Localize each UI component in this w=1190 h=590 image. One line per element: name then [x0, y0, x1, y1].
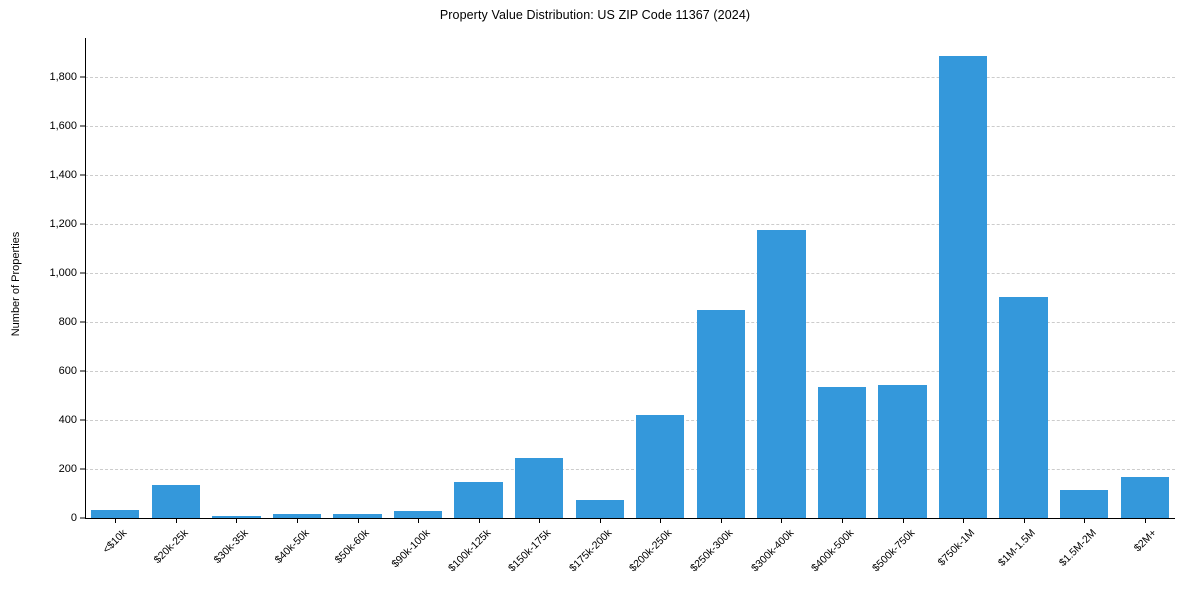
x-axis-tick-mark — [1084, 518, 1086, 523]
bar — [514, 458, 564, 518]
x-axis-tick-label: <$10k — [100, 527, 130, 556]
bar — [878, 384, 927, 518]
x-axis-tick-mark — [841, 518, 843, 523]
x-axis-tick-mark — [236, 518, 238, 523]
bar — [817, 387, 867, 518]
gridline — [85, 126, 1175, 128]
bar — [696, 310, 746, 518]
x-axis-line — [85, 518, 1175, 519]
x-axis-tick-label: $20k-25k — [151, 527, 191, 567]
x-axis-tick-mark — [357, 518, 359, 523]
x-axis-tick-label: $750k-1M — [936, 527, 978, 569]
x-axis-tick-label: $200k-250k — [627, 527, 675, 575]
gridline — [85, 77, 1175, 79]
x-axis-tick-mark — [902, 518, 904, 523]
x-axis-tick-mark — [660, 518, 662, 523]
y-axis-tick-mark — [80, 223, 85, 225]
y-axis-tick-mark — [80, 419, 85, 421]
bar — [272, 513, 322, 518]
bar — [999, 297, 1048, 518]
x-axis-tick-mark — [781, 518, 783, 523]
x-axis-tick-label: $50k-60k — [332, 527, 372, 567]
y-axis-tick-mark — [80, 321, 85, 323]
bar — [212, 516, 261, 518]
y-axis-tick-label: 200 — [58, 463, 77, 476]
y-axis-line — [85, 38, 86, 519]
x-axis-tick-mark — [963, 518, 965, 523]
y-axis-tick-label: 1,600 — [49, 120, 77, 133]
y-axis-tick-mark — [80, 125, 85, 127]
gridline — [85, 224, 1175, 226]
bar — [333, 514, 382, 518]
x-axis-tick-label: $150k-175k — [506, 527, 554, 575]
x-axis-tick-label: $30k-35k — [211, 527, 251, 567]
x-axis-tick-label: $40k-50k — [272, 527, 312, 567]
y-axis-tick-mark — [80, 517, 85, 519]
y-axis-tick-label: 1,200 — [49, 218, 77, 231]
x-axis-tick-mark — [720, 518, 722, 523]
x-axis-tick-label: $300k-400k — [748, 527, 796, 575]
x-axis-tick-label: $175k-200k — [566, 527, 615, 575]
y-axis-tick-label: 600 — [58, 365, 77, 378]
x-axis-tick-label: $1.5M-2M — [1056, 527, 1099, 569]
x-axis-tick-mark — [418, 518, 420, 523]
y-axis-tick-mark — [80, 468, 85, 470]
y-axis-tick-label: 800 — [58, 316, 77, 329]
bar — [151, 484, 201, 518]
x-axis-tick-mark — [1144, 518, 1146, 523]
x-axis-tick-mark — [599, 518, 601, 523]
y-axis-tick-label: 0 — [70, 512, 77, 524]
bar — [1120, 477, 1169, 518]
y-axis-tick-labels: 0 200 400 600 800 1,000 1,200 1,400 1,600 1,800 — [0, 0, 77, 590]
x-axis-tick-label: $400k-500k — [809, 527, 857, 575]
y-axis-tick-label: 1,000 — [49, 267, 77, 280]
bar — [636, 415, 685, 518]
x-axis-tick-label: $1M-1.5M — [996, 527, 1039, 569]
y-axis-tick-label: 1,400 — [49, 169, 77, 182]
x-axis-tick-mark — [539, 518, 541, 523]
x-axis-tick-mark — [175, 518, 177, 523]
y-axis-tick-label: 400 — [58, 414, 77, 427]
bar — [91, 509, 140, 518]
plot-area — [85, 38, 1175, 518]
chart-title: Property Value Distribution: US ZIP Code… — [439, 8, 751, 22]
y-axis-tick-mark — [80, 174, 85, 176]
y-axis-tick-mark — [80, 272, 85, 274]
x-axis-tick-label: $2M+ — [1131, 527, 1160, 555]
x-axis-tick-mark — [1023, 518, 1025, 523]
x-axis-tick-label: $250k-300k — [688, 527, 736, 575]
y-axis-tick-mark — [80, 76, 85, 78]
gridline — [85, 273, 1175, 275]
x-axis-tick-label: $500k-750k — [869, 527, 917, 575]
x-axis-tick-label: $100k-125k — [445, 527, 494, 575]
x-axis-tick-mark — [115, 518, 117, 523]
x-axis-tick-mark — [478, 518, 480, 523]
bar — [757, 229, 806, 518]
bar — [938, 55, 988, 518]
bar — [575, 499, 624, 518]
gridline — [85, 175, 1175, 177]
bar — [393, 511, 443, 518]
y-axis-tick-mark — [80, 370, 85, 372]
bar — [454, 481, 503, 518]
x-axis-tick-mark — [296, 518, 298, 523]
bar — [1059, 490, 1109, 518]
y-axis-tick-label: 1,800 — [49, 71, 77, 84]
x-axis-tick-label: $90k-100k — [389, 527, 433, 571]
